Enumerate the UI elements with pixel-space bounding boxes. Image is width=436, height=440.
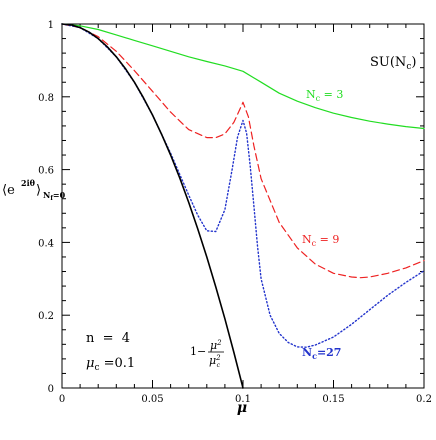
series-line-nc9: [61, 23, 425, 279]
x-tick-label: 0.1: [235, 394, 251, 405]
x-axis-label: μ: [237, 400, 247, 416]
parabola-label: 1− μ2 μ2 c: [190, 339, 224, 369]
parabola-label-one: 1−: [190, 345, 206, 358]
param-muc: μc =0.1: [86, 356, 135, 373]
y-tick-label: 0.8: [38, 93, 54, 104]
y-tick-label: 0.4: [38, 238, 54, 249]
y-tick-label: 0.2: [38, 311, 54, 322]
x-tick-labels: 0 0.05 0.1 0.15 0.2: [59, 394, 432, 405]
y-axis-label: ⟨e 2iθ ⟩ Nf=0: [2, 178, 66, 202]
y-tick-labels: 0 0.2 0.4 0.6 0.8 1: [38, 20, 54, 395]
x-tick-label: 0: [59, 394, 65, 405]
y-label-bracket-open: ⟨e: [2, 183, 15, 198]
y-tick-label: 0: [48, 384, 54, 395]
parabola-label-numerator: μ2: [210, 339, 222, 352]
y-label-subscript: Nf=0: [43, 190, 66, 202]
y-tick-label: 1: [48, 20, 54, 31]
x-tick-label: 0.2: [416, 394, 432, 405]
y-label-bracket-close: ⟩: [36, 183, 41, 198]
series-label-nc3: Nc = 3: [306, 88, 343, 103]
series-label-nc9: Nc = 9: [302, 233, 339, 248]
x-tick-label: 0.15: [322, 394, 344, 405]
series-line-nc3: [61, 23, 425, 130]
parabola-label-denominator: μ2 c: [209, 354, 221, 369]
y-label-exponent: 2iθ: [21, 178, 36, 188]
series-line-nc27: [61, 23, 425, 348]
series-line-parabola: [61, 23, 244, 389]
param-n: n = 4: [86, 331, 130, 346]
series-lines: [61, 23, 425, 389]
tick-marks: [61, 23, 425, 389]
x-tick-label: 0.05: [141, 394, 163, 405]
group-label: SU(Nc): [370, 55, 416, 72]
series-label-nc27: Nc=27: [302, 346, 341, 361]
y-tick-label: 0.6: [38, 166, 54, 177]
